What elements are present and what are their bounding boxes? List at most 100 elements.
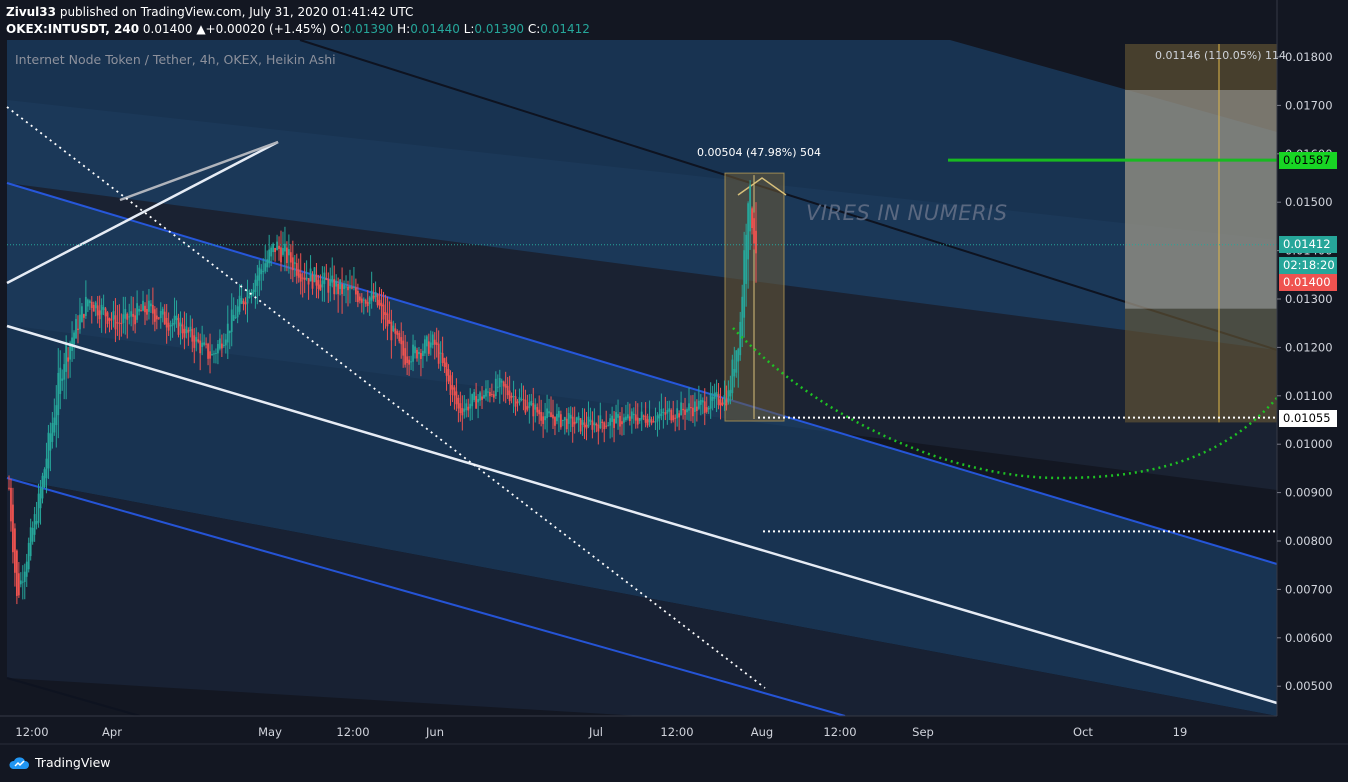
candle-body [59,367,62,395]
candle [439,341,442,371]
candle-body [211,353,213,355]
candle [626,401,629,421]
candle-body [615,412,617,424]
measure-box-layer [724,44,1277,423]
candle-body [453,387,456,396]
candle-body [668,408,671,412]
candle [739,311,742,361]
candle [433,332,436,360]
candle-body [648,416,651,423]
candle [374,281,377,303]
candle [356,283,359,308]
candle-body [666,410,669,414]
candle-body [670,410,673,421]
candle [90,296,93,324]
candle-body [439,352,442,354]
candle-body [67,357,70,362]
candle [49,422,52,472]
candle [447,364,450,385]
candle-body [487,391,489,393]
candle [569,406,572,432]
candle [567,407,570,436]
candle [500,378,503,395]
candle [461,395,464,431]
candle [656,412,659,437]
candle-body [642,415,645,417]
tradingview-logo[interactable]: TradingView [8,755,111,770]
candle [98,295,101,328]
candle-body [295,263,298,276]
candle-body [171,322,174,326]
candle-body [138,308,140,312]
candle [611,406,614,438]
candle-body [638,418,641,422]
candle-body [701,400,704,403]
candle-body [124,309,127,319]
candle [459,391,462,422]
candle [313,266,316,283]
channel-line-top [299,39,1278,351]
candle [388,301,391,324]
candle [652,416,655,423]
author-name[interactable]: Zivul33 [6,5,56,19]
candle [197,332,200,344]
candle [297,258,300,283]
candle-body [351,287,353,289]
channel-layer [6,39,1278,717]
candle [339,279,342,296]
candle-body [264,263,267,272]
candle [94,300,97,317]
candle [644,402,647,428]
candle [701,397,704,415]
candle [660,393,663,421]
candle [8,475,10,491]
candle [130,296,133,327]
candle-body [573,421,576,425]
candle [737,347,740,388]
candle-body [14,528,16,573]
candle-body [69,342,72,360]
candle [165,304,168,344]
fib-measure-box [1125,44,1277,423]
candle-body [96,305,99,316]
candle [662,408,665,429]
time-tick-label: 12:00 [336,725,369,739]
candle-body [418,351,420,355]
price-tick-label: 0.01100 [1285,389,1333,403]
candle [538,395,541,425]
candle [496,374,499,393]
candle [37,483,40,528]
candle-body [693,401,696,412]
candle [14,523,16,587]
candle [498,369,501,404]
candle-body [747,203,750,260]
candle-body [148,300,150,312]
candle-body [75,318,77,339]
candle [605,410,608,429]
candle-body [329,279,332,286]
candle-body [270,247,273,257]
candle-body [81,306,83,322]
candle [112,300,115,328]
candle [378,287,381,310]
candle [146,294,148,321]
candle [420,348,422,377]
candle [441,336,444,367]
candle-body [150,303,152,307]
candle [88,299,91,311]
price-axis-bg [1277,0,1348,782]
candle-body [601,421,604,423]
candle-body [674,417,677,419]
candle-body [713,392,716,399]
candle [335,274,338,295]
candle-body [102,307,105,310]
candle [266,250,269,273]
candle [163,304,166,325]
candle [615,404,617,424]
candle [122,296,125,334]
candle-body [287,249,290,256]
candle-body [358,296,361,301]
candle [45,442,48,494]
candle-body [739,321,742,356]
